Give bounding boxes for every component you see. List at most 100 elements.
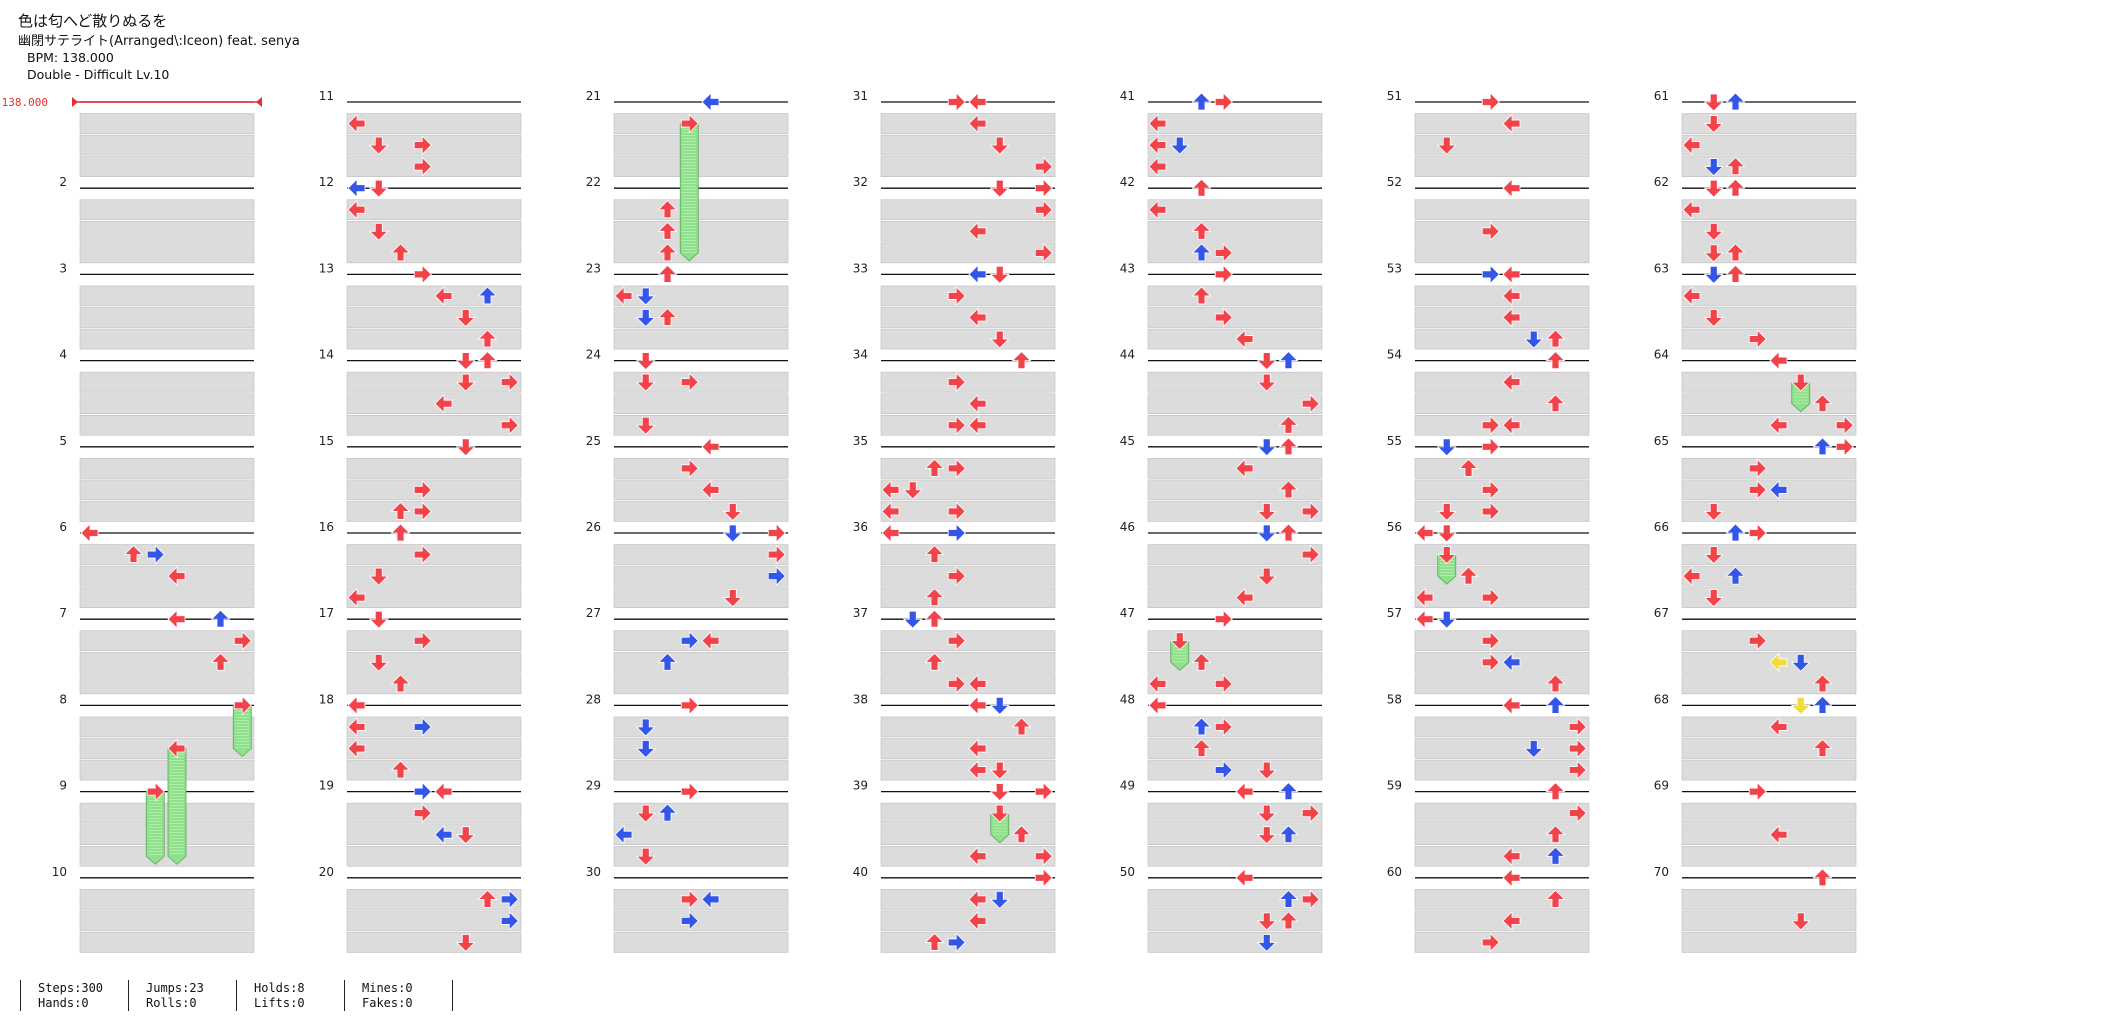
beat-band [613, 501, 789, 522]
up-arrow-icon [1545, 329, 1566, 348]
left-arrow-icon [968, 264, 987, 285]
down-arrow-icon [989, 265, 1010, 284]
beat-band [880, 221, 1056, 242]
beat-band [880, 587, 1056, 608]
beat-band [880, 759, 1056, 781]
beat-band [79, 285, 255, 307]
beat-band [1681, 845, 1857, 867]
left-arrow-icon [1235, 867, 1254, 888]
up-arrow-icon [210, 609, 231, 628]
left-arrow-icon [1769, 824, 1788, 845]
beat-band [1147, 414, 1323, 436]
up-arrow-icon [1545, 825, 1566, 844]
measure-number: 64 [1654, 348, 1669, 362]
beat-band [1147, 673, 1323, 695]
beat-band [1147, 824, 1323, 846]
up-arrow-icon [1191, 738, 1212, 757]
up-arrow-icon [1458, 458, 1479, 477]
right-arrow-icon [1835, 436, 1854, 457]
down-arrow-icon [722, 589, 743, 608]
left-arrow-icon [1502, 910, 1521, 931]
beat-band [1681, 479, 1857, 501]
left-arrow-icon [1502, 264, 1521, 285]
down-arrow-icon [989, 761, 1010, 780]
beat-band [1414, 759, 1590, 781]
measure-number: 59 [1387, 779, 1402, 793]
up-arrow-icon [1812, 394, 1833, 413]
beat-band [79, 565, 255, 587]
beat-band [346, 371, 522, 393]
beat-band [1147, 242, 1323, 264]
left-arrow-icon [1769, 415, 1788, 436]
beat-band [880, 910, 1056, 932]
beat-band [1147, 307, 1323, 328]
left-arrow-icon [347, 695, 366, 716]
right-arrow-icon [947, 415, 966, 436]
right-arrow-icon [1568, 738, 1587, 759]
right-arrow-icon [1481, 630, 1500, 651]
measure-number: 29 [586, 779, 601, 793]
beat-band [79, 759, 255, 781]
up-arrow-icon [477, 329, 498, 348]
beat-band [79, 199, 255, 221]
beat-band [880, 458, 1056, 479]
beat-band [613, 156, 789, 177]
measure-number: 32 [853, 175, 868, 189]
beat-band [613, 932, 789, 953]
beat-band [1414, 371, 1590, 393]
beat-band [79, 479, 255, 501]
measure-number: 70 [1654, 865, 1669, 879]
right-arrow-icon [767, 523, 786, 543]
left-arrow-icon [1148, 156, 1167, 177]
left-arrow-icon [1235, 781, 1254, 802]
beat-band [1681, 889, 1857, 910]
up-arrow-icon [1545, 846, 1566, 865]
left-arrow-icon [347, 178, 366, 199]
down-arrow-icon [722, 503, 743, 522]
right-arrow-icon [1481, 587, 1500, 608]
beat-band [1414, 156, 1590, 177]
bpm-marker-icon [256, 97, 262, 107]
down-arrow-icon [368, 567, 389, 586]
down-arrow-icon [1790, 697, 1811, 715]
beat-band [1681, 630, 1857, 652]
beat-band [613, 285, 789, 307]
down-arrow-icon [368, 179, 389, 198]
measure-number: 40 [853, 865, 868, 879]
right-arrow-icon [947, 566, 966, 587]
hold-body [167, 748, 187, 865]
beat-band [1147, 759, 1323, 781]
measure-number: 48 [1120, 692, 1135, 706]
left-arrow-icon [1148, 135, 1167, 156]
down-arrow-icon [989, 697, 1010, 715]
up-arrow-icon [924, 588, 945, 607]
beat-band [1147, 501, 1323, 522]
left-arrow-icon [701, 436, 720, 457]
beat-band [1414, 328, 1590, 350]
down-arrow-icon [368, 610, 389, 629]
measure-number: 12 [319, 175, 334, 189]
down-arrow-icon [1256, 524, 1277, 543]
left-arrow-icon [1235, 458, 1254, 479]
down-arrow-icon [989, 136, 1010, 155]
up-arrow-icon [924, 932, 945, 951]
beat-band [1414, 587, 1590, 608]
beat-band [346, 501, 522, 522]
beat-band [613, 587, 789, 608]
up-arrow-icon [1812, 868, 1833, 887]
beat-band [1414, 932, 1590, 953]
beat-band [346, 845, 522, 867]
down-arrow-icon [902, 610, 923, 629]
stat-fakes: Fakes:0 [362, 996, 413, 1010]
beat-band [1681, 651, 1857, 673]
beat-band [1414, 802, 1590, 824]
bpm-info: BPM: 138.000 [27, 50, 114, 65]
up-arrow-icon [924, 544, 945, 563]
right-arrow-icon [680, 781, 699, 802]
beat-band [1414, 414, 1590, 436]
left-arrow-icon [1502, 178, 1521, 199]
beat-band [1147, 134, 1323, 156]
beat-band [79, 156, 255, 177]
beat-band [1147, 328, 1323, 350]
beat-band [346, 759, 522, 781]
